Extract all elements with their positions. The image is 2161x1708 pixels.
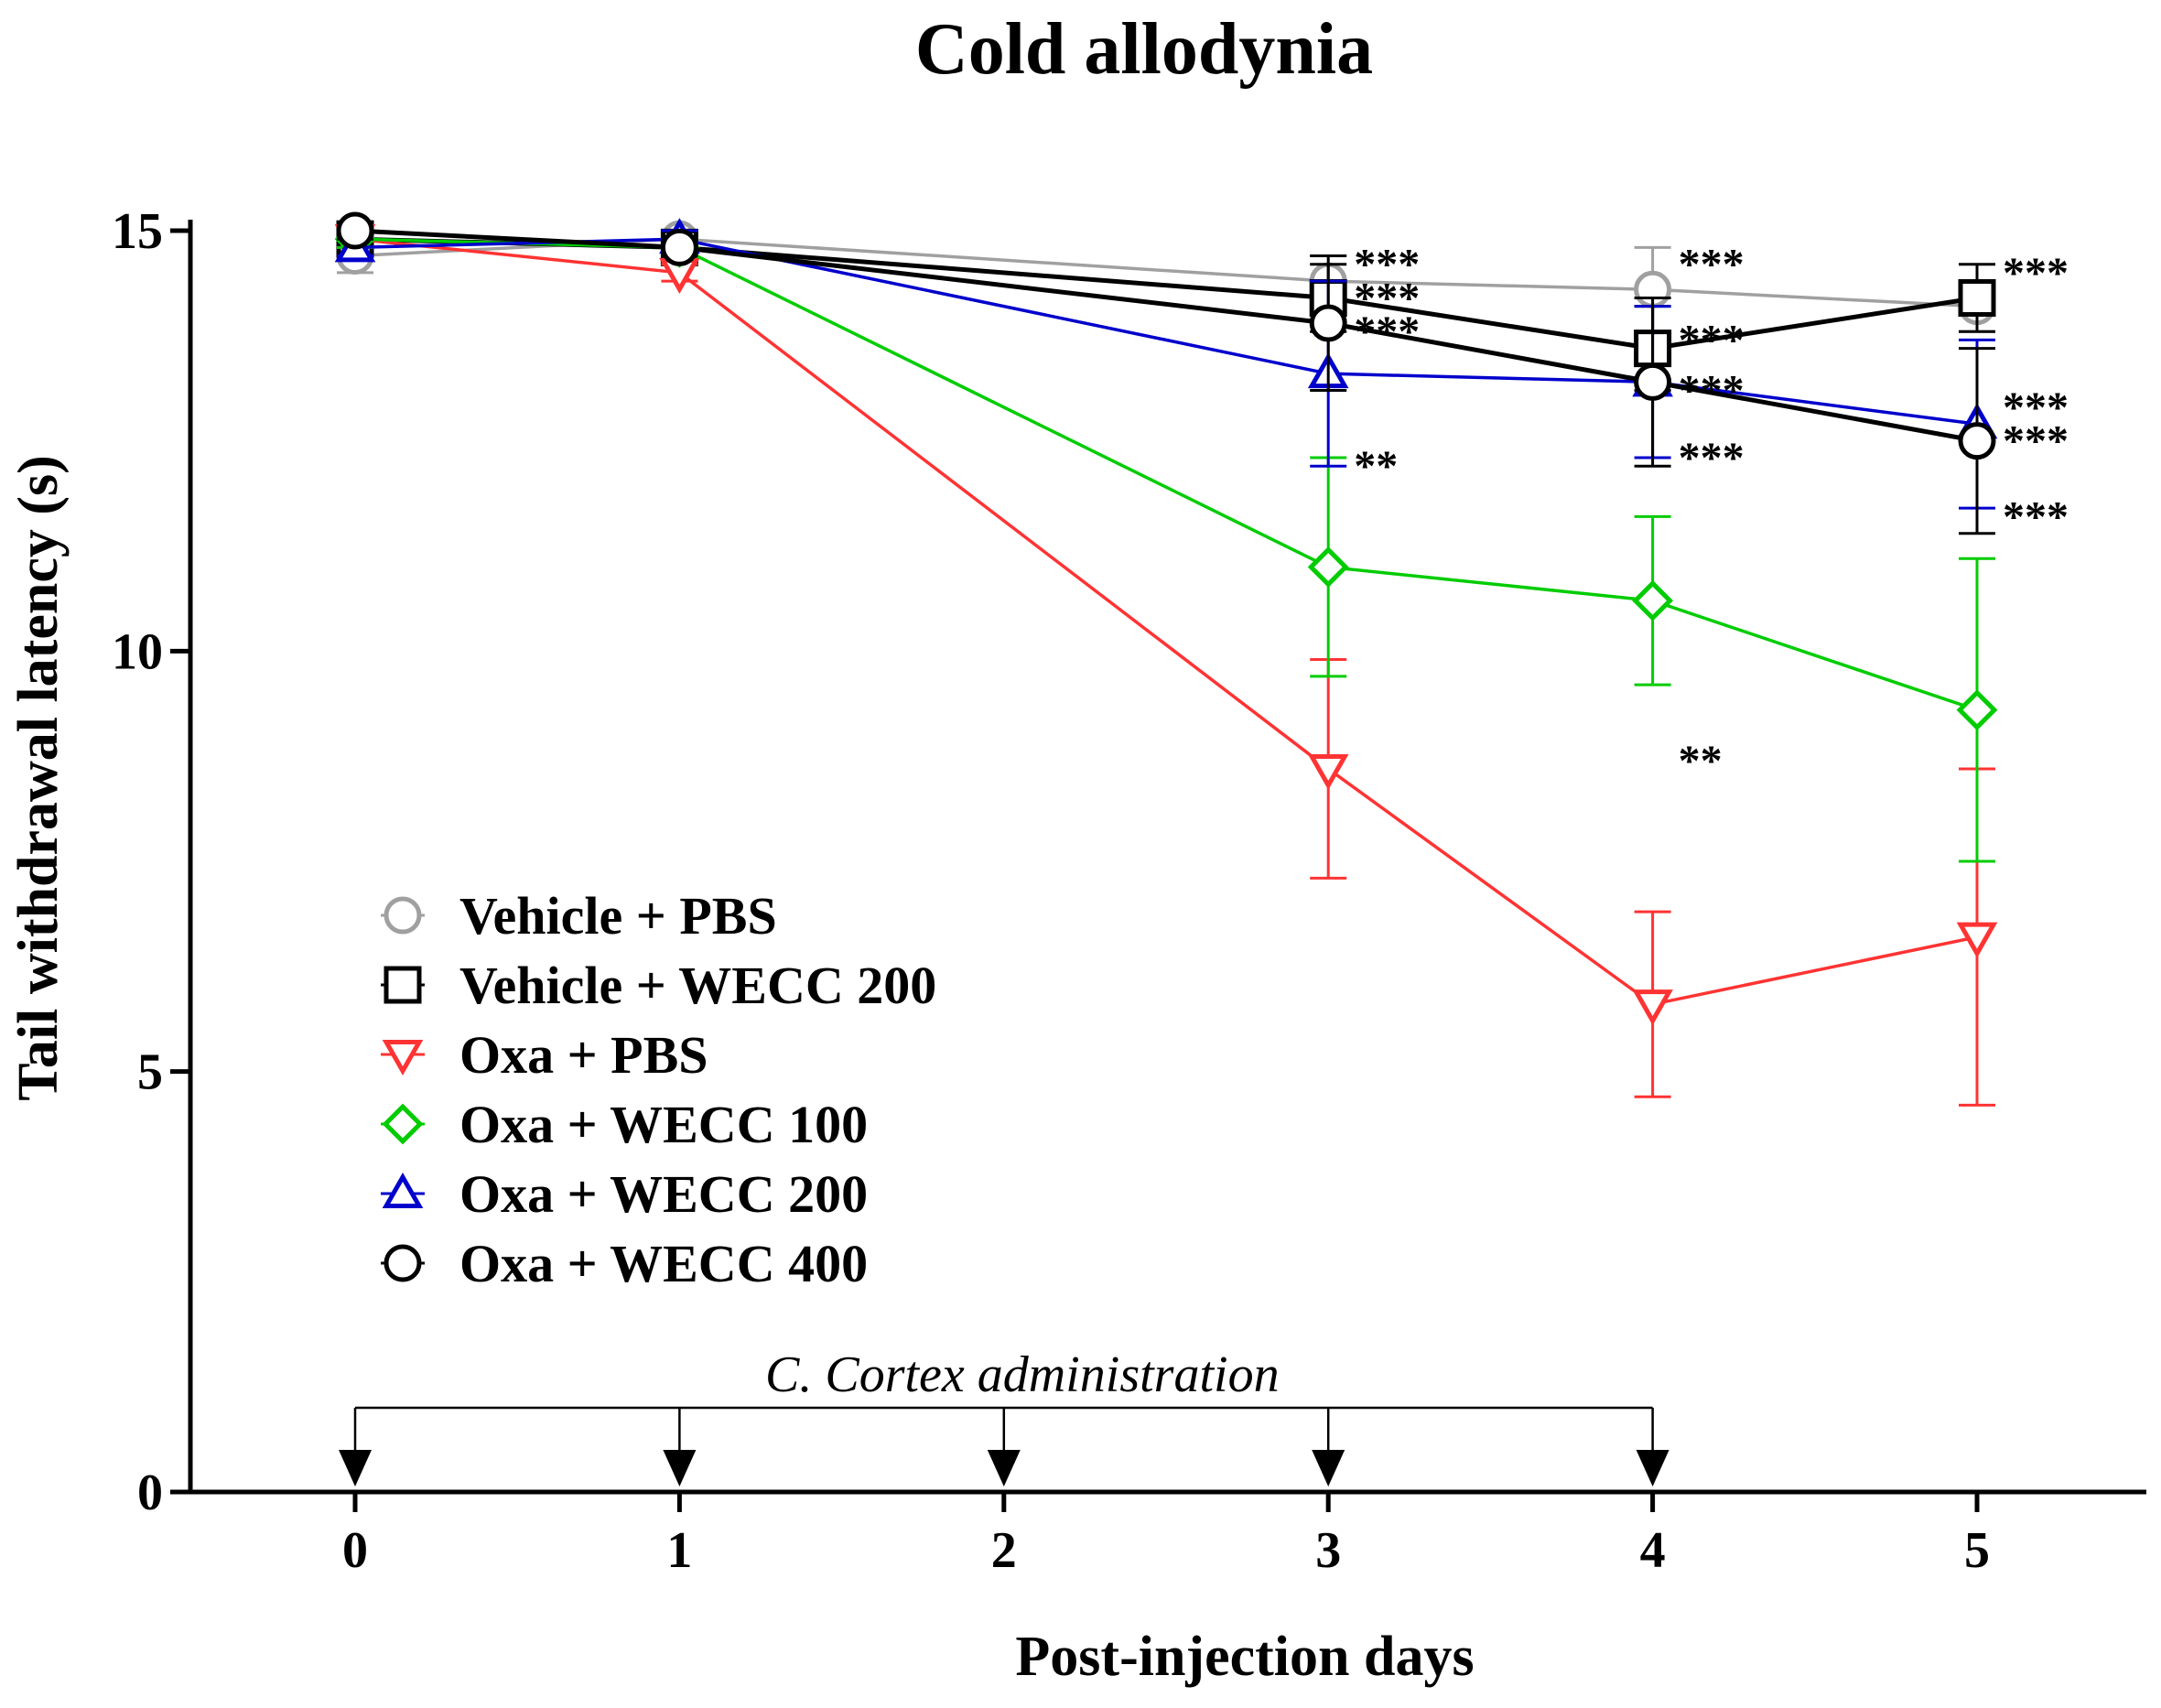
x-tick-label: 3 xyxy=(1315,1522,1341,1579)
y-axis-label: Tail withdrawal latency (s) xyxy=(7,455,70,1101)
legend-marker xyxy=(382,1040,424,1076)
legend-label: Oxa + PBS xyxy=(459,1025,708,1085)
x-axis-label: Post-injection days xyxy=(1015,1626,1474,1688)
data-point xyxy=(1958,278,1996,317)
legend-item: Oxa + WECC 400 xyxy=(381,1234,868,1293)
data-point xyxy=(660,228,698,266)
y-axis: 0 5 10 15 xyxy=(112,203,193,1521)
data-point xyxy=(1632,579,1674,622)
y-tick-label: 10 xyxy=(112,623,163,680)
series-vehicle-pbs xyxy=(336,220,1996,333)
significance-marker: *** xyxy=(1679,434,1745,482)
administration-indicator: C. Cortex administration xyxy=(339,1346,1669,1486)
legend-item: Oxa + WECC 200 xyxy=(381,1164,868,1224)
significance-marker: *** xyxy=(1679,367,1745,416)
legend: Vehicle + PBS Vehicle + WECC 200 Oxa + PBS… xyxy=(381,886,936,1293)
data-point xyxy=(336,211,374,250)
legend-marker xyxy=(384,896,422,935)
data-point xyxy=(1958,422,1996,460)
y-tick-label: 0 xyxy=(137,1465,163,1521)
significance-marker: *** xyxy=(1679,241,1745,289)
series-oxa-wecc-100 xyxy=(334,218,1998,863)
legend-item: Oxa + PBS xyxy=(381,1025,708,1085)
legend-marker xyxy=(382,1103,424,1145)
legend-label: Oxa + WECC 200 xyxy=(459,1164,868,1224)
significance-marker: *** xyxy=(2003,417,2069,466)
legend-item: Vehicle + PBS xyxy=(381,886,777,946)
legend-label: Vehicle + WECC 200 xyxy=(459,956,936,1015)
x-axis: 0 1 2 3 4 5 xyxy=(190,1489,2146,1579)
data-point xyxy=(1307,753,1349,790)
admin-arrow-head xyxy=(339,1450,372,1486)
significance-marker: ** xyxy=(1354,442,1398,491)
y-tick-label: 5 xyxy=(137,1044,163,1101)
significance-annotations: ************************************* xyxy=(1354,241,2069,785)
y-tick-label: 15 xyxy=(112,203,163,260)
data-point xyxy=(1956,689,1998,731)
x-tick-label: 2 xyxy=(991,1522,1017,1579)
legend-item: Vehicle + WECC 200 xyxy=(381,956,936,1015)
significance-marker: *** xyxy=(2003,384,2069,432)
data-point xyxy=(1309,304,1347,342)
significance-marker: ** xyxy=(1679,737,1723,785)
series-oxa-wecc-200 xyxy=(334,218,1998,510)
legend-label: Oxa + WECC 400 xyxy=(459,1234,868,1293)
significance-marker: *** xyxy=(1354,241,1420,289)
significance-marker: *** xyxy=(1354,274,1420,322)
admin-arrow-head xyxy=(987,1450,1021,1486)
admin-arrow-head xyxy=(1312,1450,1345,1486)
data-point xyxy=(1634,362,1672,401)
legend-marker xyxy=(382,1172,424,1208)
x-tick-label: 5 xyxy=(1964,1522,1990,1579)
significance-marker: *** xyxy=(1354,308,1420,356)
legend-label: Oxa + WECC 100 xyxy=(459,1095,868,1154)
data-point xyxy=(1956,922,1998,958)
legend-item: Oxa + WECC 100 xyxy=(381,1095,868,1154)
data-point xyxy=(1307,546,1349,588)
x-tick-label: 0 xyxy=(342,1522,368,1579)
significance-marker: *** xyxy=(2003,492,2069,541)
legend-marker xyxy=(384,966,422,1004)
legend-label: Vehicle + PBS xyxy=(459,886,777,946)
legend-marker xyxy=(384,1244,422,1282)
x-tick-label: 4 xyxy=(1640,1522,1666,1579)
admin-arrow-head xyxy=(1636,1450,1669,1486)
data-point xyxy=(1632,989,1673,1026)
significance-marker: *** xyxy=(2003,249,2069,297)
series-group xyxy=(334,211,1998,1107)
admin-label: C. Cortex administration xyxy=(765,1346,1280,1403)
admin-arrow-head xyxy=(663,1450,697,1486)
chart-title: Cold allodynia xyxy=(915,9,1373,90)
significance-marker: *** xyxy=(1679,316,1745,364)
series-oxa-wecc-400 xyxy=(336,211,1996,535)
x-tick-label: 1 xyxy=(666,1522,692,1579)
